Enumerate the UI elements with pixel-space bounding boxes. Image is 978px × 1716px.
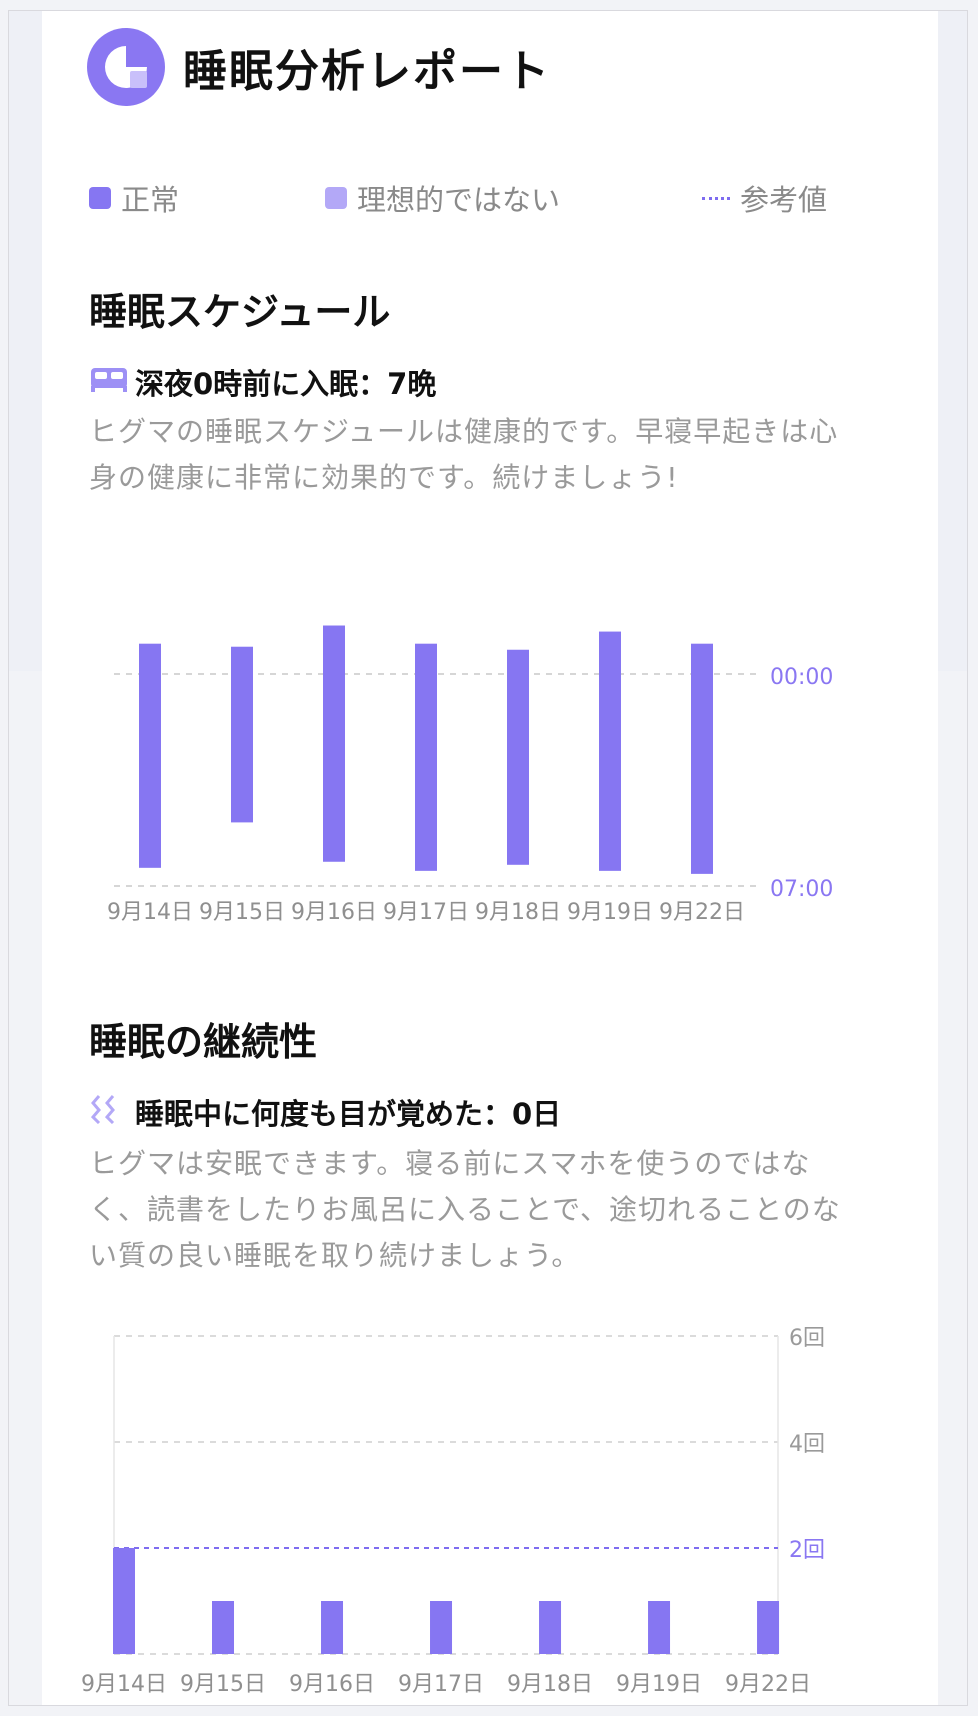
continuity-description: ヒグマは安眠できます。寝る前にスマホを使うのではな く、読書をしたりお風呂に入る…	[89, 1141, 889, 1279]
legend-item-normal: 正常	[89, 177, 179, 219]
x-tick-label: 9月15日	[180, 1672, 266, 1697]
x-tick-label: 9月19日	[616, 1672, 702, 1697]
continuity-description-line: く、読書をしたりお風呂に入ることで、途切れることのな	[89, 1193, 841, 1226]
legend-label-reference: 参考値	[740, 183, 828, 217]
wake-bar	[757, 1601, 780, 1654]
sleep-bar	[139, 643, 161, 868]
schedule-description-line: ヒグマの睡眠スケジュールは健康的です。早寝早起きは心	[89, 415, 839, 448]
legend-label-normal: 正常	[121, 183, 180, 217]
page-title: 睡眠分析レポート	[183, 46, 551, 97]
y-tick-label: 4回	[789, 1432, 825, 1457]
wake-bar	[539, 1601, 562, 1654]
x-tick-label: 9月14日	[81, 1672, 167, 1697]
sleep-schedule-chart: 00:00 07:00 9月14日 9月15日 9月16日 9月17日 9月18日 9月19日…	[42, 561, 938, 931]
legend-swatch-not-ideal	[325, 187, 347, 209]
app-frame: 睡眠分析レポート 正常 理想的ではない 参考値 睡眠スケジュール	[8, 10, 968, 1706]
legend-item-reference: 参考値	[702, 177, 827, 219]
x-tick-label: 9月18日	[507, 1672, 593, 1697]
continuity-section-title: 睡眠の継続性	[89, 1020, 318, 1064]
report-card: 睡眠分析レポート 正常 理想的ではない 参考値 睡眠スケジュール	[42, 11, 938, 1705]
sleep-bar	[507, 649, 529, 865]
x-tick-label: 9月17日	[398, 1672, 484, 1697]
schedule-section-title: 睡眠スケジュール	[89, 290, 391, 334]
schedule-description: ヒグマの睡眠スケジュールは健康的です。早寝早起きは心 身の健康に非常に効果的です…	[89, 409, 889, 501]
y-tick-label: 00:00	[770, 665, 833, 690]
x-tick-label: 9月19日	[567, 900, 653, 925]
x-tick-label: 9月14日	[107, 900, 193, 925]
legend-label-not-ideal: 理想的ではない	[357, 183, 561, 217]
sleep-bar	[599, 631, 621, 871]
continuity-description-line: ヒグマは安眠できます。寝る前にスマホを使うのではな	[89, 1147, 811, 1180]
legend: 正常 理想的ではない 参考値	[42, 177, 938, 217]
scrollbar[interactable]	[967, 346, 968, 721]
x-tick-label: 9月22日	[725, 1672, 811, 1697]
continuity-summary: 睡眠中に何度も目が覚めた：0日	[89, 1091, 561, 1133]
report-header: 睡眠分析レポート	[87, 27, 551, 107]
sleep-bar	[231, 646, 253, 823]
legend-swatch-reference	[702, 196, 730, 200]
wake-bar	[430, 1601, 453, 1654]
legend-item-not-ideal: 理想的ではない	[325, 177, 560, 219]
wake-bar	[321, 1601, 344, 1654]
wake-bar	[648, 1601, 671, 1654]
legend-swatch-normal	[89, 187, 111, 209]
wake-count-chart: 6回 4回 2回 9月14日 9月15日 9月16日 9月17日 9月18日 9月19日 9月22…	[42, 1306, 938, 1705]
sleep-bar	[691, 643, 713, 874]
report-logo-icon	[87, 28, 165, 106]
schedule-summary-text: 深夜0時前に入眠：7晩	[135, 367, 437, 401]
wave-icon	[89, 1094, 129, 1131]
wake-bar	[212, 1601, 235, 1654]
wake-bar	[113, 1548, 135, 1654]
x-tick-label: 9月17日	[383, 900, 469, 925]
sleep-bar	[415, 643, 437, 871]
bed-icon	[89, 364, 129, 401]
continuity-summary-text: 睡眠中に何度も目が覚めた：0日	[135, 1097, 562, 1131]
y-tick-label: 07:00	[770, 877, 833, 902]
x-tick-label: 9月16日	[291, 900, 377, 925]
continuity-description-line: い質の良い睡眠を取り続けましょう。	[89, 1239, 581, 1272]
sleep-bar	[323, 625, 345, 862]
y-tick-label: 2回	[789, 1538, 825, 1563]
x-tick-label: 9月22日	[659, 900, 745, 925]
schedule-description-line: 身の健康に非常に効果的です。続けましょう!	[89, 461, 679, 494]
schedule-summary: 深夜0時前に入眠：7晩	[89, 361, 436, 403]
x-tick-label: 9月15日	[199, 900, 285, 925]
x-tick-label: 9月18日	[475, 900, 561, 925]
y-tick-label: 6回	[789, 1326, 825, 1351]
x-tick-label: 9月16日	[289, 1672, 375, 1697]
